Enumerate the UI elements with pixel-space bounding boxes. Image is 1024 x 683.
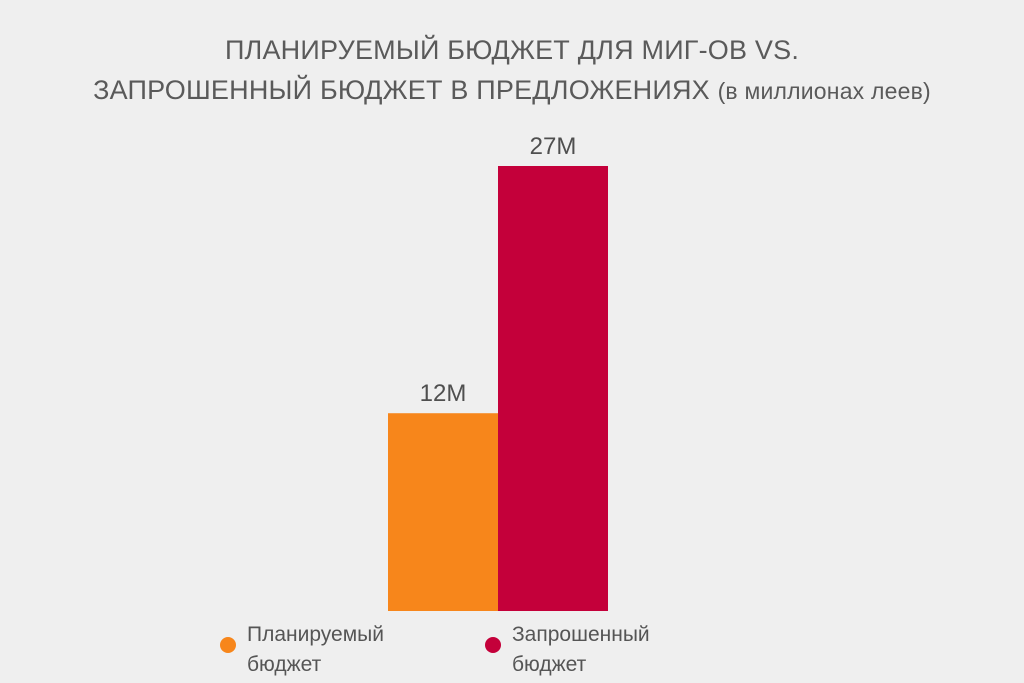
legend-dot-requested-icon	[485, 637, 501, 653]
legend-item-planned: Планируемый бюджет	[220, 620, 420, 680]
legend-label-planned-line2: бюджет	[247, 653, 322, 676]
bar-planned	[388, 413, 498, 611]
chart-title-line1: ПЛАНИРУЕМЫЙ БЮДЖЕТ ДЛЯ МИГ-ОВ VS.	[224, 35, 800, 65]
legend-dot-planned-icon	[220, 637, 236, 653]
legend-label-planned-line1: Планируемый	[247, 623, 385, 646]
legend-item-requested: Запрошенный бюджет	[485, 620, 705, 680]
legend-label-requested-line1: Запрошенный	[512, 623, 650, 646]
bar-requested	[498, 166, 608, 611]
data-label-planned: 12M	[420, 380, 467, 407]
chart-title-line2: ЗАПРОШЕННЫЙ БЮДЖЕТ В ПРЕДЛОЖЕНИЯХ (в мил…	[0, 70, 1024, 111]
chart-title-unit: (в миллионах леев)	[717, 78, 931, 104]
data-label-requested: 27M	[530, 133, 577, 160]
chart-title-main: ЗАПРОШЕННЫЙ БЮДЖЕТ В ПРЕДЛОЖЕНИЯХ	[93, 75, 710, 105]
legend-label-requested-line2: бюджет	[512, 653, 587, 676]
chart-title: ПЛАНИРУЕМЫЙ БЮДЖЕТ ДЛЯ МИГ-ОВ VS. ЗАПРОШ…	[0, 30, 1024, 111]
